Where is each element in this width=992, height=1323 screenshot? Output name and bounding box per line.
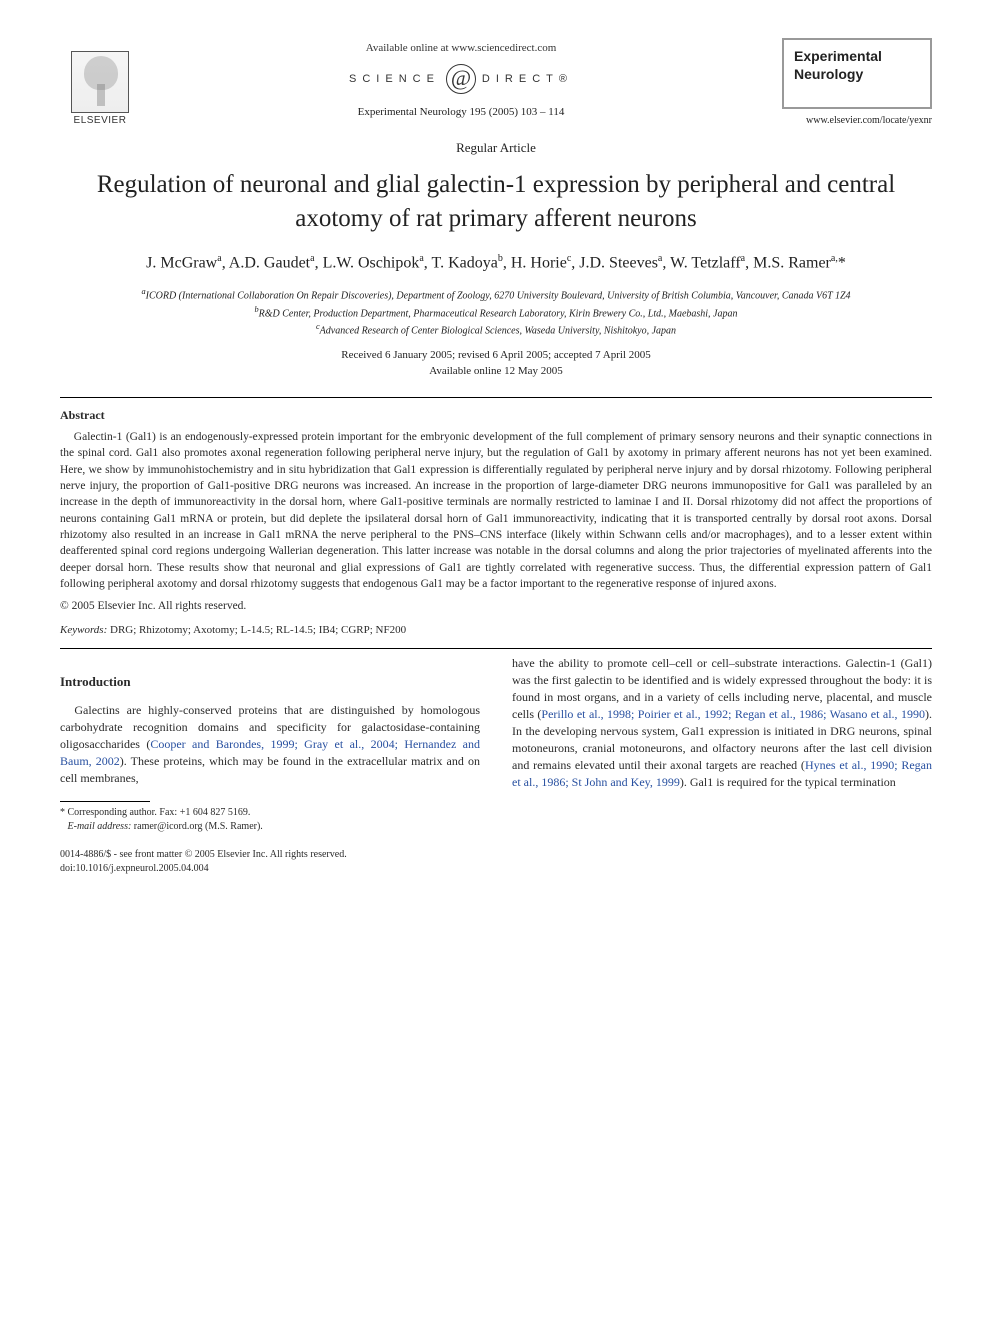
intro-paragraph-1-right: have the ability to promote cell–cell or… xyxy=(512,655,932,791)
header-row: ELSEVIER Available online at www.science… xyxy=(60,38,932,126)
elsevier-tree-icon xyxy=(71,51,129,113)
copyright-line: © 2005 Elsevier Inc. All rights reserved… xyxy=(60,600,932,612)
horizontal-rule xyxy=(60,648,932,649)
abstract-body: Galectin-1 (Gal1) is an endogenously-exp… xyxy=(60,429,932,592)
footnote-rule xyxy=(60,801,150,802)
journal-url: www.elsevier.com/locate/yexnr xyxy=(782,115,932,126)
affiliations: aICORD (International Collaboration On R… xyxy=(80,286,912,338)
affiliation-b: bR&D Center, Production Department, Phar… xyxy=(80,304,912,321)
article-type: Regular Article xyxy=(60,140,932,156)
journal-title: Experimental Neurology xyxy=(794,48,920,83)
at-icon: @ xyxy=(446,64,476,94)
journal-title-box: Experimental Neurology xyxy=(782,38,932,109)
publisher-logo: ELSEVIER xyxy=(60,38,140,126)
keywords-label: Keywords: xyxy=(60,624,107,636)
available-online-text: Available online at www.sciencedirect.co… xyxy=(140,42,782,54)
email-line: E-mail address: ramer@icord.org (M.S. Ra… xyxy=(60,820,480,834)
journal-box: Experimental Neurology www.elsevier.com/… xyxy=(782,38,932,126)
intro-paragraph-1-left: Galectins are highly-conserved proteins … xyxy=(60,702,480,787)
sciencedirect-left: SCIENCE xyxy=(349,73,440,85)
article-dates: Received 6 January 2005; revised 6 April… xyxy=(60,348,932,379)
sciencedirect-logo: SCIENCE @ DIRECT® xyxy=(140,64,782,94)
publisher-name: ELSEVIER xyxy=(74,115,127,126)
abstract-heading: Abstract xyxy=(60,408,932,423)
journal-reference: Experimental Neurology 195 (2005) 103 – … xyxy=(140,106,782,118)
footer-meta: 0014-4886/$ - see front matter © 2005 El… xyxy=(60,848,932,876)
column-right: have the ability to promote cell–cell or… xyxy=(512,655,932,834)
column-left: Introduction Galectins are highly-conser… xyxy=(60,655,480,834)
corresponding-author-footnote: * Corresponding author. Fax: +1 604 827 … xyxy=(60,806,480,834)
authors-list: J. McGrawa, A.D. Gaudeta, L.W. Oschipoka… xyxy=(60,252,932,275)
affiliation-c: cAdvanced Research of Center Biological … xyxy=(80,321,912,338)
available-online-date: Available online 12 May 2005 xyxy=(60,364,932,379)
affiliation-a: aICORD (International Collaboration On R… xyxy=(80,286,912,303)
introduction-heading: Introduction xyxy=(60,673,480,691)
center-header: Available online at www.sciencedirect.co… xyxy=(140,38,782,118)
keywords-list: DRG; Rhizotomy; Axotomy; L-14.5; RL-14.5… xyxy=(110,624,406,636)
citation-link[interactable]: Perillo et al., 1998; Poirier et al., 19… xyxy=(541,707,925,721)
corresponding-email: ramer@icord.org (M.S. Ramer). xyxy=(134,821,263,832)
article-title: Regulation of neuronal and glial galecti… xyxy=(78,168,914,236)
body-columns: Introduction Galectins are highly-conser… xyxy=(60,655,932,834)
issn-line: 0014-4886/$ - see front matter © 2005 El… xyxy=(60,848,932,862)
received-revised-accepted: Received 6 January 2005; revised 6 April… xyxy=(60,348,932,363)
doi-line: doi:10.1016/j.expneurol.2005.04.004 xyxy=(60,862,932,876)
email-label: E-mail address: xyxy=(68,821,132,832)
sciencedirect-right: DIRECT® xyxy=(482,73,573,85)
corresponding-author-line: * Corresponding author. Fax: +1 604 827 … xyxy=(60,806,480,820)
horizontal-rule xyxy=(60,397,932,398)
keywords-line: Keywords: DRG; Rhizotomy; Axotomy; L-14.… xyxy=(60,624,932,636)
